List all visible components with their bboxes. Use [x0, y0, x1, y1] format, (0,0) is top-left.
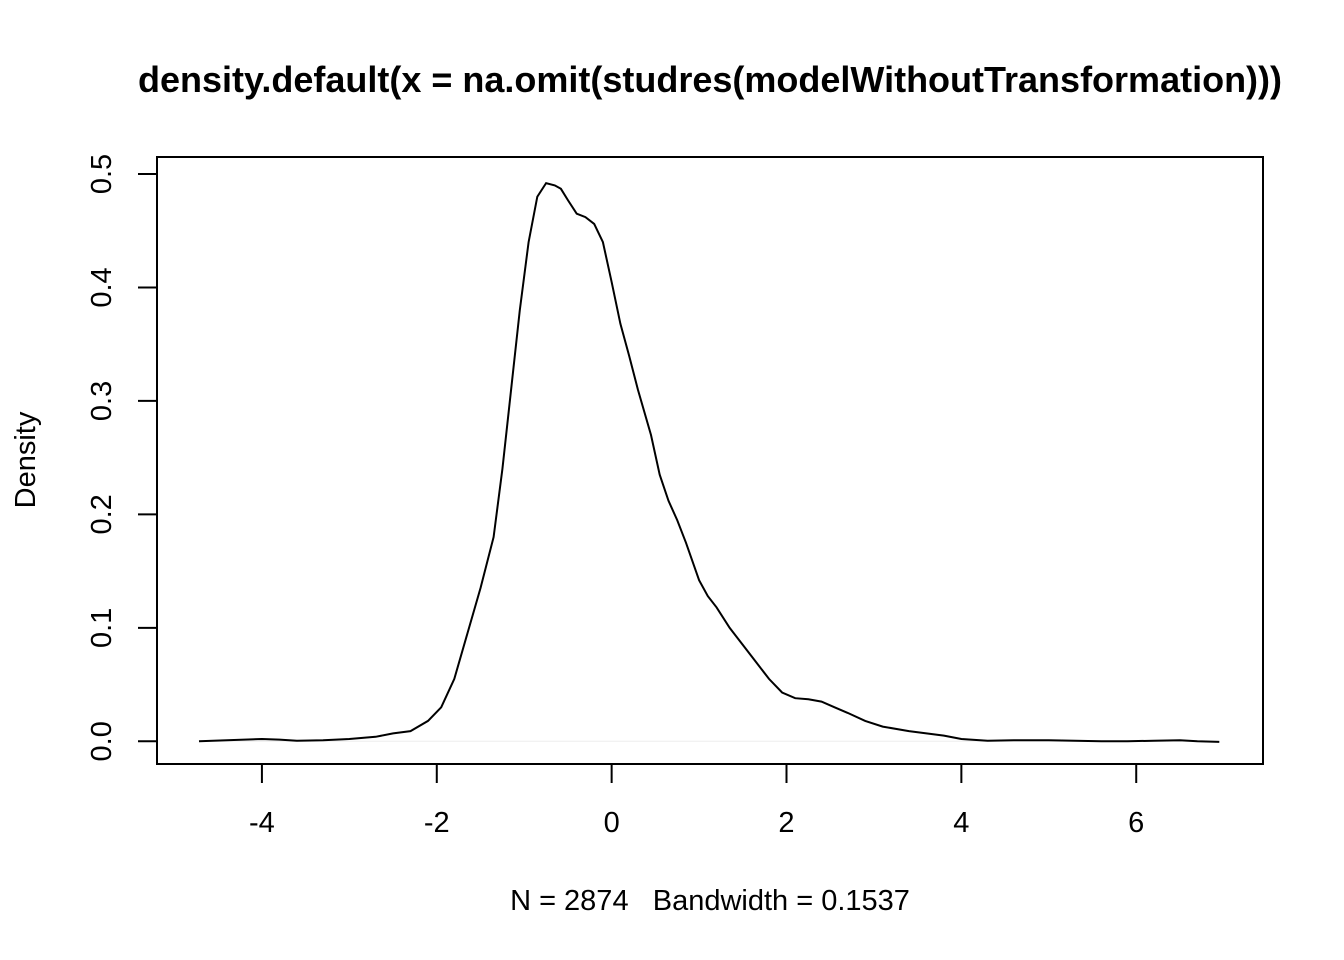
y-tick-label: 0.1: [86, 608, 118, 648]
x-tick-label: -4: [249, 807, 275, 839]
y-tick-label: 0.3: [86, 381, 118, 421]
plot-frame: [156, 156, 1264, 765]
x-tick-label: 6: [1128, 807, 1144, 839]
y-tick-label: 0.4: [86, 267, 118, 307]
y-tick-label: 0.2: [86, 494, 118, 534]
chart-title: density.default(x = na.omit(studres(mode…: [138, 59, 1282, 100]
x-axis: -4 -2 0 2 4 6: [249, 763, 1144, 839]
x-axis-label: N = 2874 Bandwidth = 0.1537: [510, 885, 910, 917]
y-tick-label: 0.0: [86, 721, 118, 761]
x-tick-label: -2: [424, 807, 450, 839]
y-tick-label: 0.5: [86, 154, 118, 194]
y-axis-label: Density: [10, 411, 42, 508]
x-tick-label: 2: [778, 807, 794, 839]
y-axis: 0.0 0.1 0.2 0.3 0.4 0.5: [86, 154, 158, 761]
x-tick-label: 4: [953, 807, 969, 839]
density-curve: [198, 181, 1220, 743]
x-tick-label: 0: [604, 807, 620, 839]
